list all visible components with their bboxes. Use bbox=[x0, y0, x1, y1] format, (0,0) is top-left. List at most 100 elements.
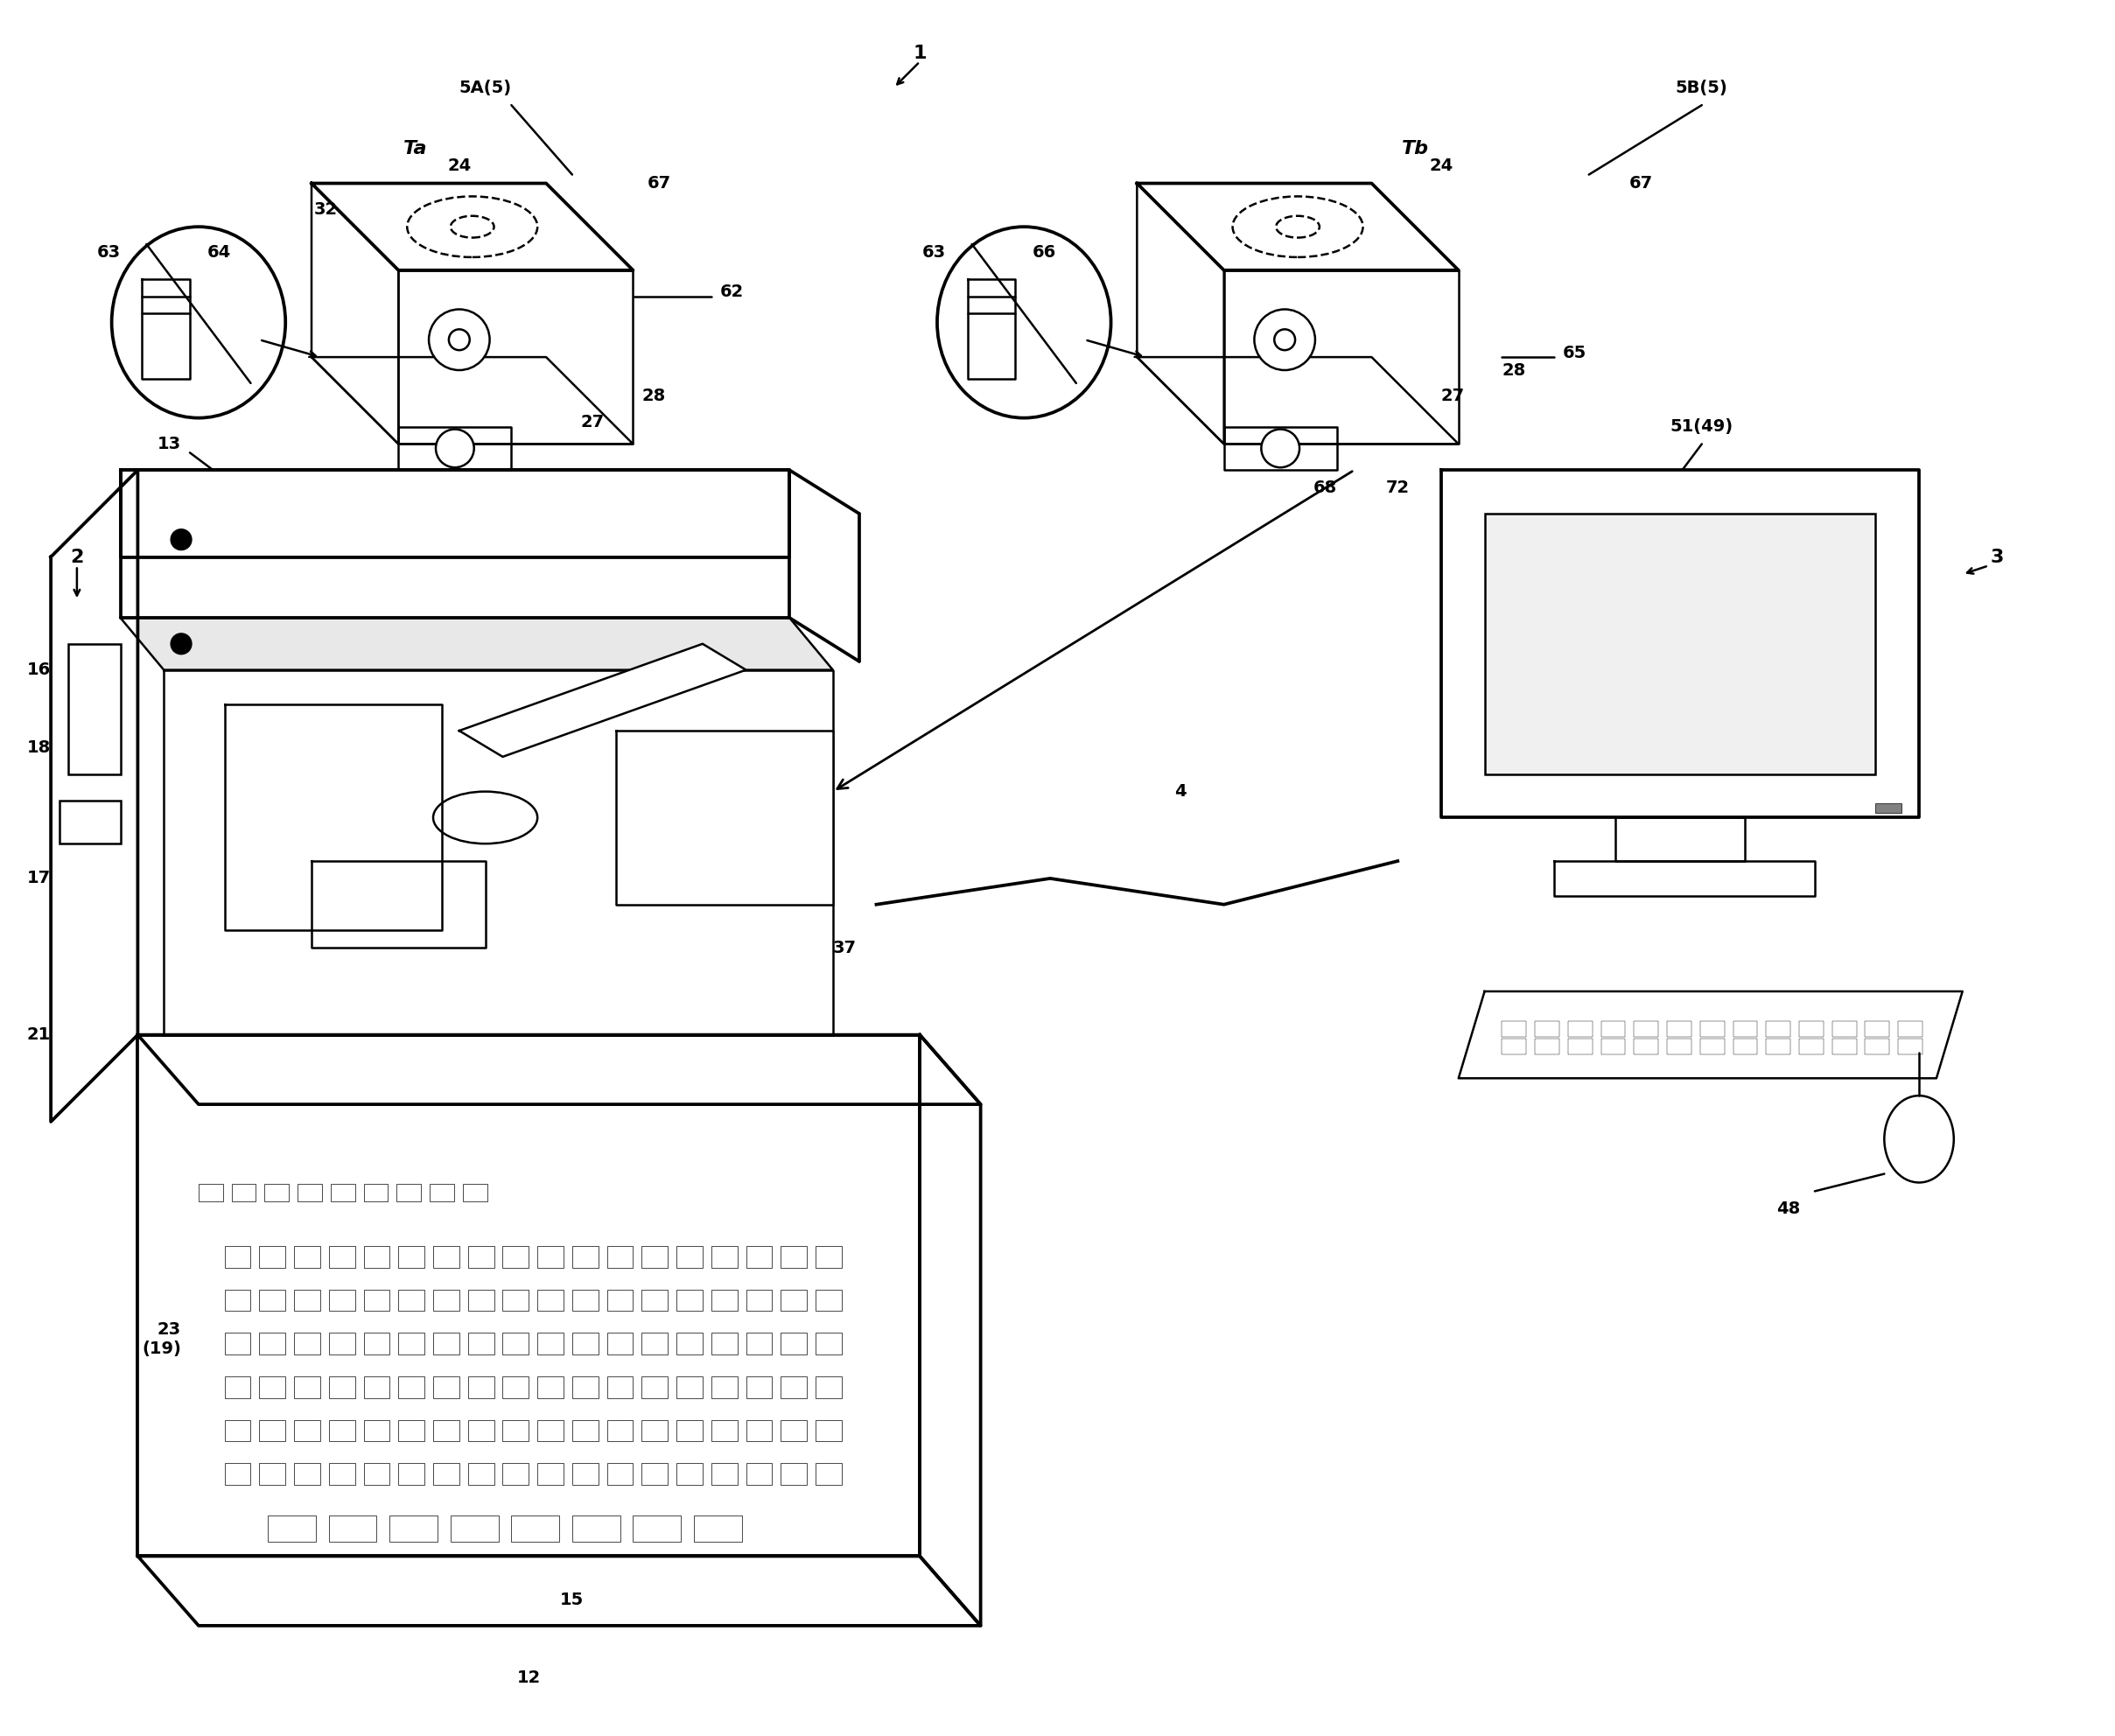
Bar bbox=[632, 1516, 681, 1542]
Bar bbox=[224, 1420, 252, 1441]
Bar bbox=[503, 1246, 529, 1267]
Bar bbox=[1897, 1021, 1923, 1036]
Bar bbox=[1567, 1038, 1593, 1054]
Bar bbox=[1732, 1038, 1758, 1054]
Bar bbox=[677, 1420, 702, 1441]
Bar bbox=[641, 1246, 668, 1267]
Bar bbox=[1766, 1038, 1791, 1054]
Bar bbox=[450, 1516, 499, 1542]
Bar bbox=[330, 1377, 355, 1397]
Bar bbox=[294, 1290, 319, 1311]
Bar bbox=[231, 1184, 256, 1201]
Text: 68: 68 bbox=[1313, 479, 1337, 496]
Bar bbox=[677, 1333, 702, 1354]
Text: 37: 37 bbox=[833, 939, 857, 957]
Bar bbox=[816, 1377, 842, 1397]
Polygon shape bbox=[311, 861, 484, 948]
Bar bbox=[224, 1463, 252, 1484]
Text: 74c: 74c bbox=[1459, 505, 1493, 523]
Bar bbox=[747, 1246, 772, 1267]
Bar bbox=[711, 1377, 738, 1397]
Bar bbox=[260, 1377, 286, 1397]
Text: 27: 27 bbox=[1440, 387, 1466, 404]
Text: 23
(19): 23 (19) bbox=[142, 1321, 182, 1358]
Bar bbox=[780, 1420, 806, 1441]
Text: 32: 32 bbox=[1313, 201, 1337, 217]
Bar bbox=[537, 1290, 563, 1311]
Text: 27: 27 bbox=[582, 413, 605, 431]
Text: 21: 21 bbox=[27, 1026, 51, 1043]
Bar bbox=[747, 1290, 772, 1311]
Bar bbox=[434, 1420, 459, 1441]
Polygon shape bbox=[1440, 470, 1918, 818]
Bar bbox=[330, 1246, 355, 1267]
Bar bbox=[330, 1420, 355, 1441]
Bar bbox=[467, 1333, 495, 1354]
Bar bbox=[503, 1463, 529, 1484]
Bar bbox=[747, 1377, 772, 1397]
Bar bbox=[1897, 1038, 1923, 1054]
Polygon shape bbox=[1225, 427, 1337, 470]
Bar bbox=[467, 1290, 495, 1311]
Text: 65: 65 bbox=[1563, 344, 1586, 361]
Polygon shape bbox=[137, 1555, 981, 1625]
Bar bbox=[330, 1290, 355, 1311]
Bar bbox=[1700, 1021, 1724, 1036]
Bar bbox=[747, 1463, 772, 1484]
Text: 66: 66 bbox=[1032, 245, 1058, 260]
Text: 63: 63 bbox=[922, 245, 945, 260]
Bar bbox=[677, 1246, 702, 1267]
Bar bbox=[398, 1463, 425, 1484]
Bar bbox=[1601, 1021, 1624, 1036]
Bar bbox=[59, 800, 121, 844]
Text: 14: 14 bbox=[789, 783, 814, 800]
Bar bbox=[573, 1463, 599, 1484]
Bar bbox=[537, 1377, 563, 1397]
Bar bbox=[1865, 1021, 1889, 1036]
Bar bbox=[330, 1463, 355, 1484]
Polygon shape bbox=[1138, 184, 1225, 444]
Bar bbox=[294, 1377, 319, 1397]
Text: 38: 38 bbox=[630, 679, 654, 696]
Bar bbox=[389, 1516, 438, 1542]
Bar bbox=[1567, 1021, 1593, 1036]
Bar bbox=[467, 1463, 495, 1484]
Bar bbox=[503, 1333, 529, 1354]
Bar bbox=[260, 1290, 286, 1311]
Bar bbox=[429, 1184, 455, 1201]
Polygon shape bbox=[121, 470, 789, 618]
Polygon shape bbox=[311, 358, 632, 444]
Polygon shape bbox=[967, 279, 1015, 378]
Bar bbox=[224, 1333, 252, 1354]
Bar bbox=[434, 1333, 459, 1354]
Text: 62: 62 bbox=[719, 283, 744, 300]
Bar bbox=[463, 1184, 486, 1201]
Bar bbox=[816, 1290, 842, 1311]
Bar bbox=[537, 1420, 563, 1441]
Bar bbox=[747, 1333, 772, 1354]
Polygon shape bbox=[398, 427, 512, 470]
Bar bbox=[467, 1420, 495, 1441]
Bar bbox=[780, 1246, 806, 1267]
Circle shape bbox=[171, 634, 192, 654]
Bar bbox=[503, 1420, 529, 1441]
Polygon shape bbox=[121, 470, 789, 557]
Text: 15: 15 bbox=[560, 1592, 584, 1608]
Bar bbox=[224, 1377, 252, 1397]
Bar bbox=[1766, 1021, 1791, 1036]
Bar bbox=[1732, 1021, 1758, 1036]
Bar bbox=[294, 1246, 319, 1267]
Bar bbox=[199, 1184, 222, 1201]
Text: 24: 24 bbox=[1430, 158, 1453, 174]
Text: 51(49): 51(49) bbox=[1671, 418, 1734, 436]
Bar bbox=[641, 1290, 668, 1311]
Bar bbox=[573, 1290, 599, 1311]
Bar bbox=[434, 1463, 459, 1484]
Bar bbox=[816, 1333, 842, 1354]
Bar bbox=[330, 1333, 355, 1354]
Bar bbox=[260, 1420, 286, 1441]
Bar bbox=[1635, 1021, 1658, 1036]
Bar bbox=[434, 1377, 459, 1397]
Bar bbox=[1667, 1021, 1692, 1036]
Text: 67: 67 bbox=[647, 175, 670, 191]
